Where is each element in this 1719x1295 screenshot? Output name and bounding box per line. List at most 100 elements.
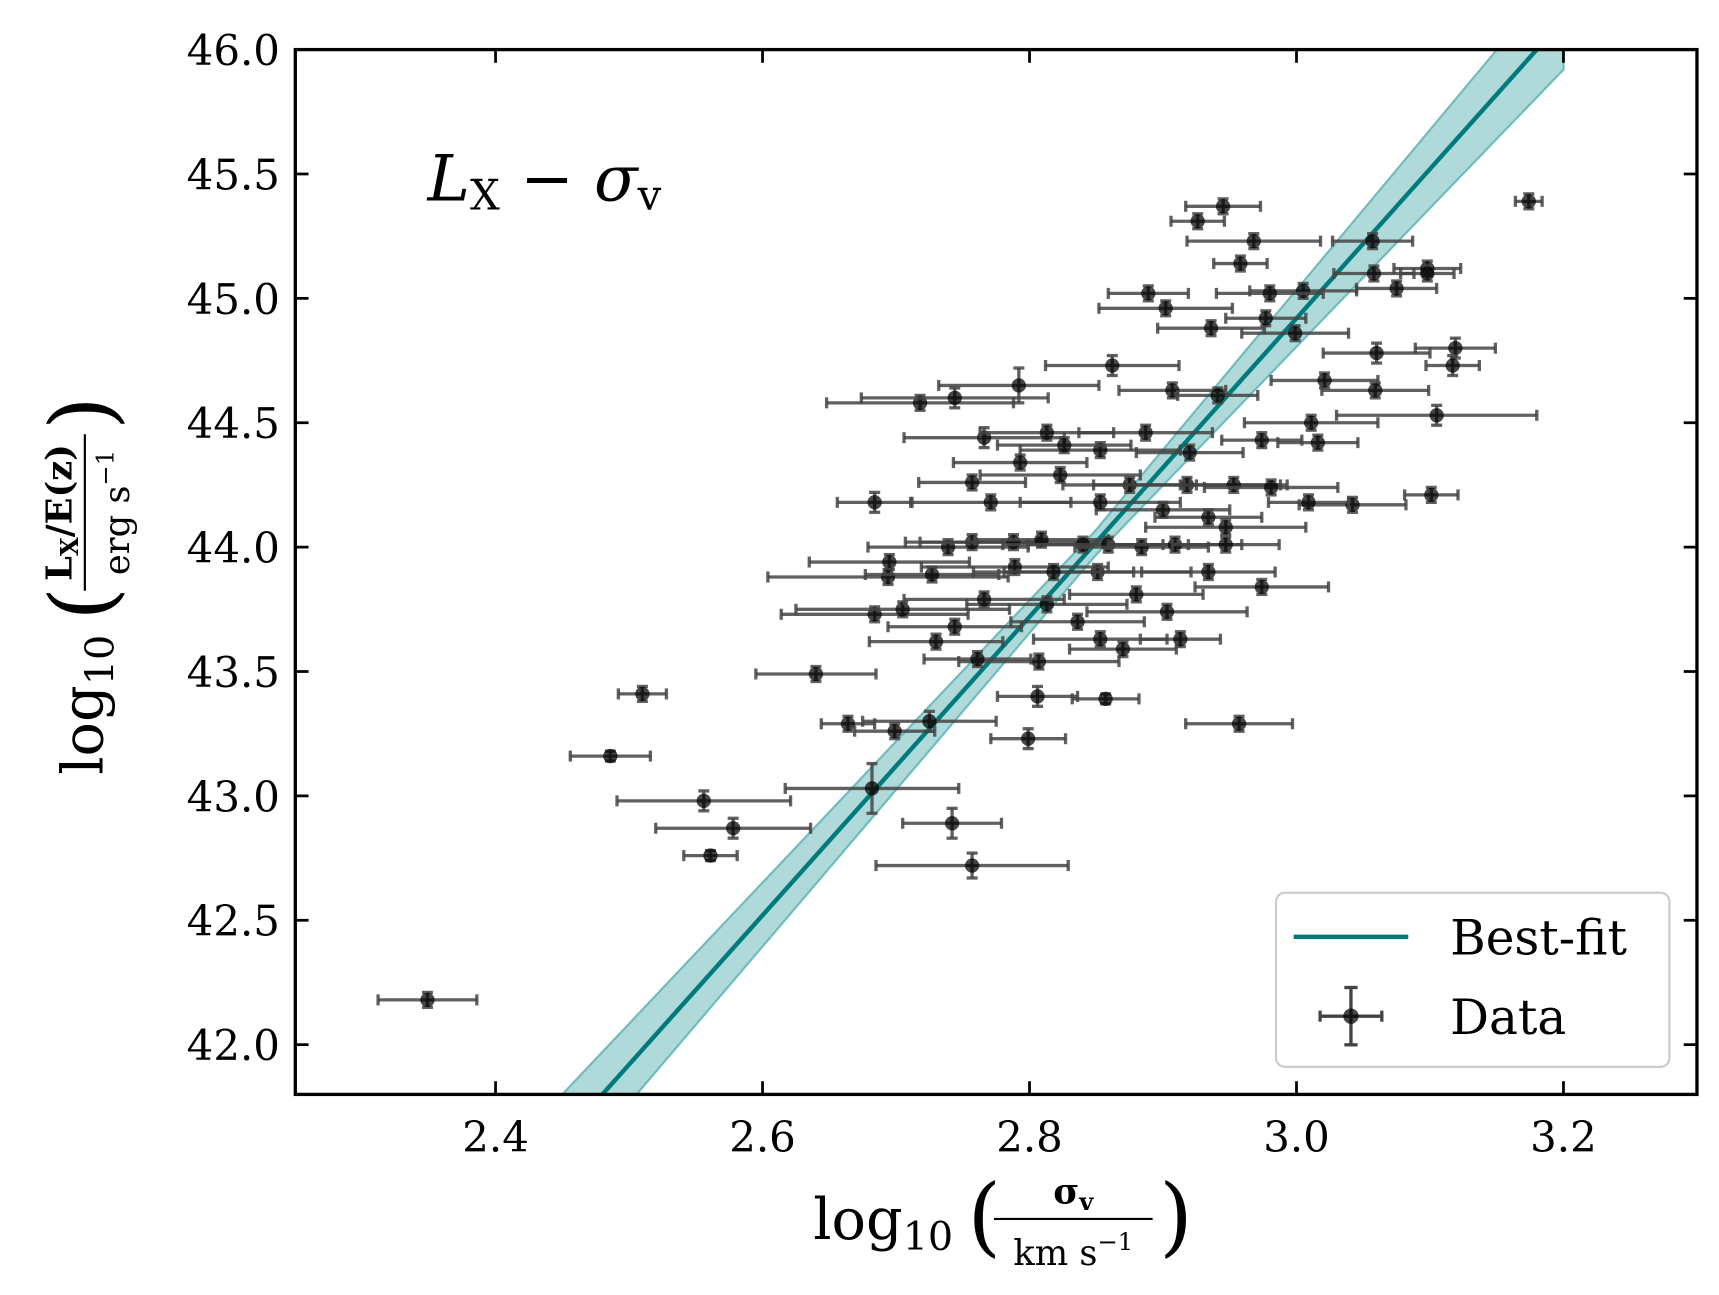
data-point	[947, 390, 962, 406]
data-point	[1201, 510, 1216, 525]
data-point	[1053, 467, 1068, 483]
svg-text:σv: σv	[1053, 1172, 1094, 1217]
legend-marker	[1343, 1008, 1359, 1024]
x-tick-label: 3.2	[1530, 1113, 1597, 1162]
data-point	[603, 748, 618, 764]
data-point	[1254, 432, 1269, 448]
data-point	[1159, 604, 1175, 619]
data-point	[1115, 641, 1131, 657]
data-point	[1093, 632, 1108, 647]
y-tick-label: 43.0	[187, 772, 280, 821]
data-point	[696, 793, 711, 809]
svg-text:LX/E(z): LX/E(z)	[40, 444, 85, 581]
data-point	[1011, 378, 1026, 393]
data-point	[1317, 373, 1332, 388]
data-point	[1039, 425, 1055, 440]
data-point	[867, 495, 882, 510]
data-point	[970, 651, 985, 667]
y-label-den-sup: −1	[91, 450, 120, 486]
data-point	[1098, 691, 1113, 707]
y-tick-label: 45.5	[187, 150, 280, 199]
x-axis-label: log10 ( σv km s−1 )	[813, 1166, 1193, 1274]
data-point	[1129, 587, 1144, 602]
data-point	[1263, 480, 1279, 495]
y-tick-label: 42.5	[187, 897, 280, 946]
annotation-rest: − σ	[500, 143, 640, 217]
data-point	[976, 592, 992, 607]
data-point	[1006, 534, 1021, 550]
data-point	[1105, 358, 1120, 373]
legend-label: Best-fit	[1450, 910, 1627, 966]
y-label-num-sub: X	[55, 537, 84, 556]
data-point	[944, 816, 960, 831]
y-label-func: log	[49, 685, 116, 775]
svg-text:log10: log10	[49, 635, 123, 775]
x-label-base: 10	[903, 1214, 953, 1260]
y-tick-label: 44.5	[187, 399, 280, 448]
y-tick-label: 42.0	[187, 1021, 280, 1070]
x-label-paren: (	[967, 1166, 1001, 1266]
axes-frame	[293, 47, 1699, 1097]
data-point	[1262, 286, 1277, 301]
x-tick-label: 2.6	[729, 1113, 796, 1162]
y-axis-label: log10 ( LX/E(z) erg s−1 )	[32, 396, 138, 775]
data-point	[1521, 194, 1536, 209]
data-point	[1369, 345, 1384, 361]
data-point	[1093, 495, 1108, 510]
data-point	[1389, 281, 1404, 296]
data-point	[1233, 256, 1248, 271]
data-point	[1155, 502, 1171, 517]
data-point	[864, 781, 880, 796]
data-point	[983, 495, 998, 510]
data-point	[947, 619, 962, 634]
data-point	[1218, 520, 1233, 535]
data-point	[1445, 358, 1460, 373]
data-point	[1258, 311, 1273, 326]
data-point	[1365, 233, 1380, 249]
legend-label: Data	[1450, 990, 1566, 1046]
x-tick-label: 3.0	[1263, 1113, 1330, 1162]
x-label-den-sup: −1	[1097, 1227, 1133, 1256]
data-point	[420, 992, 435, 1008]
data-point	[1287, 326, 1303, 341]
data-point	[1013, 455, 1028, 470]
data-point	[1368, 383, 1383, 398]
data-point	[895, 602, 910, 617]
y-tick-label: 44.0	[187, 524, 280, 573]
data-point	[924, 567, 940, 582]
data-point	[1254, 579, 1269, 595]
data-point	[964, 475, 980, 490]
data-point	[1231, 716, 1247, 731]
y-label-den: erg s	[97, 486, 138, 576]
annotation-rest-sub: v	[637, 170, 662, 219]
data-point	[1203, 321, 1219, 336]
data-point	[1296, 283, 1311, 299]
y-label-num-rest: /E(z)	[40, 444, 81, 537]
data-point	[887, 724, 902, 739]
y-label-paren: (	[32, 587, 132, 621]
data-point	[1366, 266, 1382, 281]
data-point	[1134, 539, 1149, 555]
data-point	[1030, 689, 1045, 704]
x-label-num-sub: v	[1078, 1187, 1094, 1216]
data-point	[1190, 214, 1205, 229]
data-point	[635, 686, 650, 702]
data-point	[1215, 199, 1231, 214]
data-point	[1141, 286, 1156, 301]
annotation-sub: X	[470, 170, 500, 219]
x-label-paren: )	[1159, 1166, 1193, 1266]
data-point	[1420, 266, 1435, 281]
data-point	[1201, 564, 1216, 580]
data-point	[1165, 383, 1180, 398]
svg-text:erg s−1: erg s−1	[91, 450, 138, 575]
data-point	[964, 858, 980, 873]
data-point	[1070, 614, 1085, 629]
annotation-main: L	[427, 143, 470, 217]
data-point	[1246, 233, 1261, 249]
data-point	[922, 714, 937, 729]
data-point	[1429, 408, 1444, 423]
x-label-func: log	[813, 1186, 902, 1253]
y-tick-label: 45.0	[187, 275, 280, 324]
data-point	[1210, 388, 1225, 403]
y-label-paren: )	[32, 396, 132, 430]
